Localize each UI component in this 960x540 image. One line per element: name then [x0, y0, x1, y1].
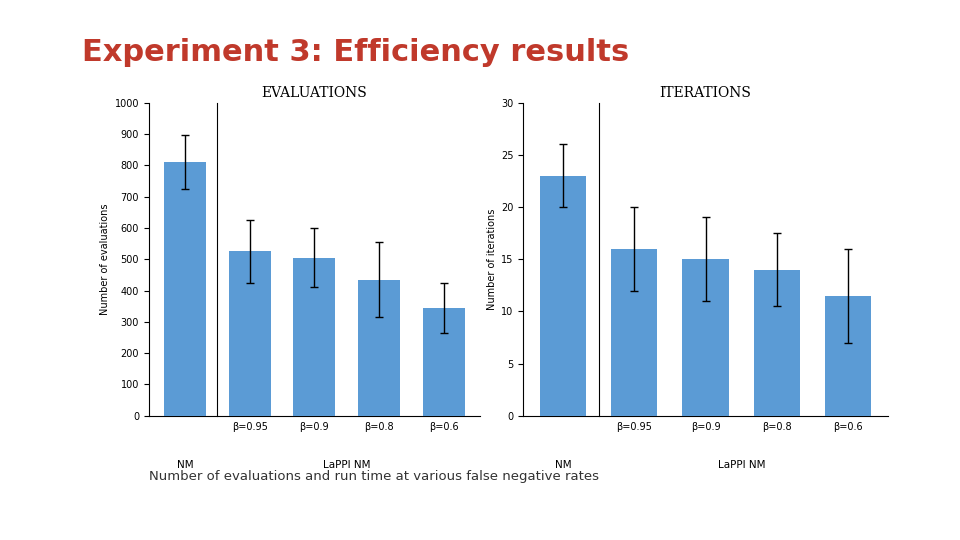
- Text: LaPPI NM: LaPPI NM: [717, 460, 765, 470]
- Text: NM: NM: [177, 460, 193, 470]
- Bar: [164, 162, 206, 416]
- Bar: [422, 308, 465, 416]
- Y-axis label: Number of iterations: Number of iterations: [487, 208, 497, 310]
- Bar: [294, 258, 335, 416]
- Bar: [754, 269, 800, 416]
- Text: NM: NM: [555, 460, 571, 470]
- Bar: [825, 296, 872, 416]
- Y-axis label: Number of evaluations: Number of evaluations: [101, 204, 110, 315]
- Bar: [612, 249, 658, 416]
- Bar: [228, 252, 271, 416]
- Bar: [358, 280, 400, 416]
- Bar: [540, 176, 587, 416]
- Title: ITERATIONS: ITERATIONS: [660, 86, 752, 100]
- Title: EVALUATIONS: EVALUATIONS: [261, 86, 368, 100]
- Text: Experiment 3: Efficiency results: Experiment 3: Efficiency results: [82, 38, 629, 67]
- Text: Number of evaluations and run time at various false negative rates: Number of evaluations and run time at va…: [149, 470, 599, 483]
- Bar: [683, 259, 729, 416]
- Text: LaPPI NM: LaPPI NM: [323, 460, 371, 470]
